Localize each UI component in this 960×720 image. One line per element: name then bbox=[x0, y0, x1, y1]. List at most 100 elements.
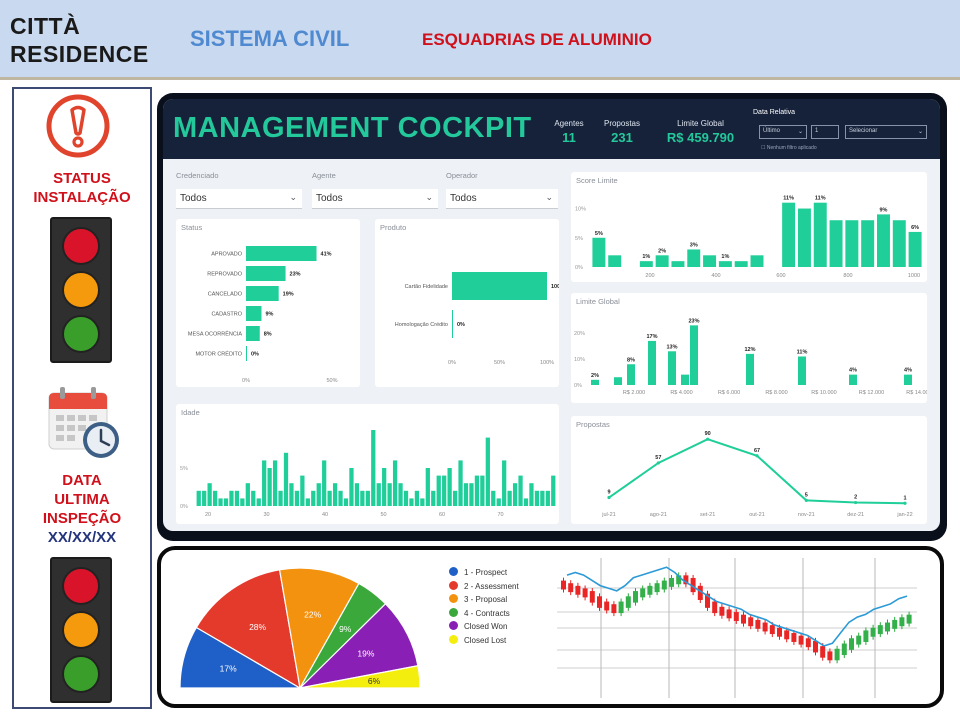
slice-label: 9% bbox=[339, 624, 352, 634]
bar bbox=[734, 261, 748, 267]
data-label: 5 bbox=[805, 492, 808, 498]
bar bbox=[403, 490, 409, 506]
inspection-date-value: XX/XX/XX bbox=[47, 529, 117, 546]
category-label: CADASTRO bbox=[211, 312, 242, 318]
limite-global-chart: 2% 8% 17% 13% 23% 12% 11% 4% 4% 0% 10% 20% R$ 2.000 R… bbox=[574, 318, 927, 396]
bar bbox=[256, 498, 261, 506]
candle-body bbox=[856, 635, 862, 645]
bar bbox=[272, 460, 278, 506]
legend-dot bbox=[449, 621, 458, 630]
bar bbox=[267, 468, 272, 506]
candle-body bbox=[748, 617, 754, 627]
date-count-input[interactable]: 1 bbox=[811, 125, 839, 139]
date-period-select[interactable]: Selecionar ⌄ bbox=[845, 125, 927, 139]
bar bbox=[545, 490, 550, 506]
red-lamp bbox=[62, 227, 100, 265]
filter-value: Todos bbox=[450, 193, 477, 204]
data-label: 23% bbox=[688, 318, 699, 324]
bar bbox=[496, 498, 501, 506]
bar bbox=[207, 483, 212, 506]
status-panel: STATUS INSTALAÇÃO DATA ULTIMA INSP bbox=[12, 87, 152, 709]
bar bbox=[294, 490, 300, 506]
candle-body bbox=[712, 601, 718, 614]
legend-dot bbox=[449, 594, 458, 603]
cockpit-dashboard: MANAGEMENT COCKPIT Agentes 11 Propostas … bbox=[163, 99, 940, 531]
bar bbox=[502, 460, 507, 506]
x-tick-label: nov-21 bbox=[798, 512, 815, 518]
bar bbox=[338, 490, 343, 506]
x-tick-label: 50 bbox=[380, 512, 386, 518]
bar bbox=[371, 430, 376, 506]
x-tick-label: jan-22 bbox=[896, 512, 912, 518]
filter-operador[interactable]: Todos ⌄ bbox=[446, 189, 558, 209]
green-lamp bbox=[62, 315, 100, 353]
green-lamp bbox=[62, 655, 100, 693]
candlestick-chart bbox=[557, 558, 917, 698]
bar bbox=[300, 475, 305, 506]
candle-body bbox=[827, 651, 833, 661]
bar bbox=[387, 483, 392, 506]
bar bbox=[540, 490, 545, 506]
bar bbox=[196, 490, 201, 506]
bar bbox=[382, 468, 387, 506]
propostas-chart: 9 jul-21 57 ago-21 90 set-21 67 out-21 5 nov-21 2 d… bbox=[601, 431, 912, 518]
inspection-traffic-light bbox=[50, 557, 112, 703]
filter-agente[interactable]: Todos ⌄ bbox=[312, 189, 438, 209]
candle-body bbox=[633, 591, 638, 603]
candle-body bbox=[834, 648, 840, 661]
bar bbox=[246, 346, 247, 361]
score-limite-chart: 5% 1% 2% 3% 1% 11% 11% 9% 6% 0% 5% 10% 200 400 600 800 1… bbox=[575, 196, 922, 279]
legend-label: Closed Won bbox=[464, 622, 508, 631]
bar bbox=[343, 498, 349, 506]
candle-body bbox=[640, 588, 646, 598]
candle-body bbox=[870, 627, 876, 637]
red-lamp bbox=[62, 567, 100, 605]
bar bbox=[452, 310, 453, 338]
pipeline-semicircle-chart: 17% 28% 22% 9% 19% 6% bbox=[179, 567, 421, 690]
bar bbox=[614, 377, 622, 385]
y-tick-label: 10% bbox=[575, 207, 586, 213]
bar bbox=[861, 220, 875, 267]
filter-credenciado[interactable]: Todos ⌄ bbox=[176, 189, 302, 209]
kpi-propostas: Propostas 231 bbox=[597, 119, 647, 145]
legend-item: 2 - Assessment bbox=[449, 580, 519, 591]
idade-chart: 0% 5% 20 30 40 50 60 70 bbox=[180, 430, 556, 518]
data-label: 67 bbox=[754, 448, 760, 454]
data-label: 41% bbox=[321, 252, 332, 258]
data-label: 100% bbox=[551, 284, 559, 290]
produto-chart: 0% 50% 100% Cartão Fidelidade 100% Homologaçã… bbox=[395, 272, 559, 366]
data-label: 2% bbox=[658, 248, 666, 254]
candle-body bbox=[611, 604, 617, 614]
filter-value: Todos bbox=[316, 193, 343, 204]
category-label: REPROVADO bbox=[207, 272, 242, 278]
warning-icon bbox=[46, 94, 110, 158]
category-label: APROVADO bbox=[211, 252, 242, 258]
bar bbox=[491, 490, 496, 506]
bar bbox=[687, 249, 701, 267]
chevron-down-icon: ⌄ bbox=[917, 129, 923, 135]
candle-body bbox=[654, 583, 660, 593]
x-tick-label: 70 bbox=[497, 512, 503, 518]
bar bbox=[283, 452, 289, 506]
header-bar: CITTÀ RESIDENCE SISTEMA CIVIL ESQUADRIAS… bbox=[0, 0, 960, 80]
data-label: 23% bbox=[290, 272, 301, 278]
filter-label-operador: Operador bbox=[446, 171, 478, 180]
propostas-chart-card: Propostas 9 jul-21 57 ago-21 90 set-21 67 out-2… bbox=[571, 416, 927, 524]
bar bbox=[681, 374, 689, 385]
x-tick-label: R$ 8.000 bbox=[765, 390, 787, 396]
x-tick-label: R$ 14.000 bbox=[906, 390, 927, 396]
bar bbox=[365, 490, 370, 506]
calendar-clock-icon bbox=[48, 387, 119, 458]
date-unit-select[interactable]: Último ⌄ bbox=[759, 125, 807, 139]
candle-body bbox=[561, 580, 566, 590]
data-label: 57 bbox=[655, 455, 661, 461]
data-label: 0% bbox=[457, 322, 465, 328]
data-label: 9 bbox=[607, 490, 610, 496]
kpi-agentes: Agentes 11 bbox=[549, 119, 589, 145]
filter-label-agente: Agente bbox=[312, 171, 336, 180]
candle-body bbox=[777, 627, 782, 637]
bar bbox=[904, 374, 912, 385]
bar bbox=[322, 460, 327, 506]
bar bbox=[452, 490, 458, 506]
data-label: 1% bbox=[721, 254, 729, 260]
